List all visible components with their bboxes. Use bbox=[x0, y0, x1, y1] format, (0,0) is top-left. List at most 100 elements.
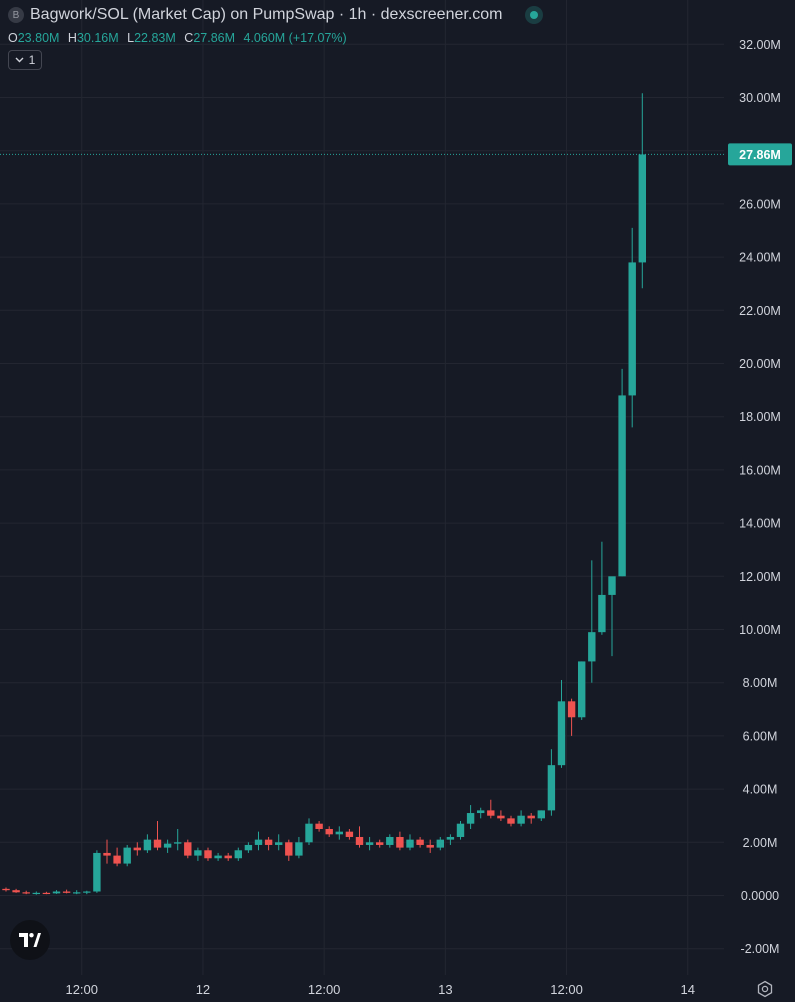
candle-body bbox=[628, 262, 636, 396]
candle bbox=[2, 887, 10, 892]
candle-body bbox=[194, 850, 202, 856]
candle bbox=[204, 847, 212, 861]
candle-body bbox=[567, 701, 576, 718]
x-tick-label: 12:00 bbox=[550, 982, 583, 997]
low-value: 22.83M bbox=[134, 31, 176, 45]
candle bbox=[12, 888, 20, 893]
candle-body bbox=[527, 815, 535, 819]
x-tick-label: 12 bbox=[196, 982, 210, 997]
candle bbox=[416, 836, 424, 848]
symbol-icon[interactable]: B bbox=[8, 7, 24, 23]
candle-body bbox=[295, 842, 303, 856]
candle bbox=[315, 821, 323, 832]
candle-body bbox=[123, 847, 131, 864]
candle-body bbox=[578, 661, 586, 718]
indicator-toggle-button[interactable]: 1 bbox=[8, 50, 42, 70]
close-label: C bbox=[184, 31, 194, 45]
candle-body bbox=[426, 844, 434, 848]
candle bbox=[396, 831, 404, 851]
candle-body bbox=[638, 154, 646, 263]
candle-body bbox=[406, 839, 414, 848]
candle bbox=[335, 826, 343, 840]
candle bbox=[608, 576, 616, 657]
candle bbox=[426, 839, 434, 853]
y-tick-label: 4.00M bbox=[743, 783, 778, 797]
candle-body bbox=[608, 576, 616, 595]
candle-body bbox=[133, 847, 141, 851]
candle-body bbox=[2, 888, 10, 891]
candle bbox=[32, 891, 40, 895]
candle bbox=[477, 807, 485, 819]
candle-body bbox=[153, 839, 162, 848]
y-tick-label: 14.00M bbox=[739, 517, 781, 531]
candle bbox=[436, 836, 444, 851]
candle bbox=[244, 842, 253, 853]
candle bbox=[224, 852, 232, 861]
y-tick-label: 16.00M bbox=[739, 463, 781, 477]
candle-body bbox=[376, 842, 384, 845]
candle-body bbox=[113, 855, 121, 864]
candle bbox=[103, 839, 111, 864]
candle bbox=[466, 805, 475, 829]
candle-body bbox=[254, 839, 263, 845]
candle bbox=[254, 831, 263, 851]
y-tick-label: 2.00M bbox=[743, 836, 778, 850]
ohlc-legend: O23.80M H30.16M L22.83M C27.86M 4.060M (… bbox=[8, 31, 352, 45]
time-axis[interactable]: 12:00 12 12:00 13 12:00 14 bbox=[65, 982, 695, 997]
price-axis[interactable]: 32.00M30.00M28.00M26.00M24.00M22.00M20.0… bbox=[739, 38, 781, 956]
candle-body bbox=[325, 829, 333, 835]
candle-body bbox=[355, 836, 364, 845]
candle bbox=[113, 847, 121, 867]
candle bbox=[184, 839, 192, 859]
y-tick-label: 22.00M bbox=[739, 304, 781, 318]
candle-body bbox=[537, 810, 545, 819]
y-tick-label: -2.00M bbox=[741, 942, 780, 956]
candle-body bbox=[12, 890, 20, 893]
candle bbox=[83, 890, 91, 895]
candle bbox=[507, 815, 515, 827]
y-tick-label: 26.00M bbox=[739, 197, 781, 211]
candle-body bbox=[93, 852, 101, 892]
candle bbox=[194, 847, 202, 861]
candle-body bbox=[103, 852, 111, 856]
candle bbox=[123, 844, 131, 867]
low-label: L bbox=[127, 31, 135, 45]
y-tick-label: 6.00M bbox=[743, 729, 778, 743]
candle bbox=[588, 560, 596, 683]
candle bbox=[527, 813, 535, 824]
candle-body bbox=[52, 891, 61, 894]
candle bbox=[42, 891, 51, 895]
candle-body bbox=[224, 855, 232, 859]
candle-body bbox=[598, 594, 606, 633]
chart-header: B Bagwork/SOL (Market Cap) on PumpSwap ·… bbox=[8, 6, 543, 24]
change-value: 4.060M (+17.07%) bbox=[243, 31, 347, 45]
y-tick-label: 30.00M bbox=[739, 91, 781, 105]
candle bbox=[355, 826, 364, 848]
x-tick-label: 14 bbox=[681, 982, 695, 997]
candle bbox=[578, 661, 586, 720]
candle bbox=[143, 834, 152, 853]
candle-body bbox=[163, 843, 172, 848]
candle bbox=[153, 821, 162, 851]
candle-body bbox=[22, 892, 30, 894]
candle bbox=[487, 799, 495, 819]
candle-body bbox=[416, 839, 424, 845]
settings-gear-icon[interactable] bbox=[756, 980, 774, 998]
candle-body bbox=[507, 818, 515, 824]
candle bbox=[62, 889, 71, 894]
candle bbox=[557, 680, 566, 768]
y-tick-label: 10.00M bbox=[739, 623, 781, 637]
candle-body bbox=[466, 813, 475, 824]
tradingview-logo-icon[interactable] bbox=[10, 920, 50, 960]
high-label: H bbox=[67, 31, 77, 45]
candle-body bbox=[32, 892, 40, 895]
candle-body bbox=[517, 815, 525, 824]
candle bbox=[598, 541, 606, 635]
candle bbox=[234, 847, 242, 861]
candle-body bbox=[174, 842, 182, 844]
candles bbox=[2, 93, 646, 895]
last-price-tag: 27.86M bbox=[728, 143, 792, 166]
candle-body bbox=[618, 395, 626, 577]
y-tick-label: 24.00M bbox=[739, 251, 781, 265]
